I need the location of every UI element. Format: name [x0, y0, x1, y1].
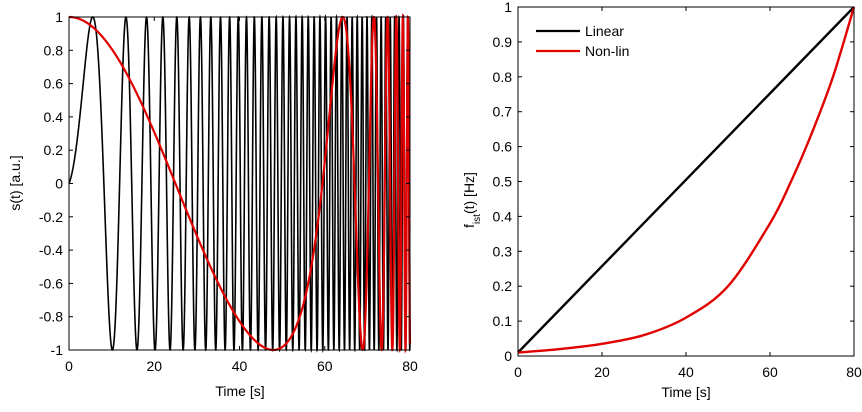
frequency-x-tick-label: 40 — [678, 364, 694, 380]
frequency-y-tick-label: 0.5 — [493, 174, 513, 190]
signal-y-tick-label: 0 — [55, 176, 63, 192]
signal-y-axis-label: s(t) [a.u.] — [7, 155, 23, 210]
signal-x-tick-label: 40 — [232, 358, 248, 374]
series-nonlinear-chirp — [69, 12, 412, 354]
signal-series-group — [68, 12, 412, 354]
frequency-y-tick-label: 0.9 — [493, 34, 513, 50]
signal-x-tick-label: 80 — [402, 358, 418, 374]
signal-y-tick-label: -0.6 — [39, 275, 63, 291]
signal-y-tick-label: -0.8 — [39, 309, 63, 325]
frequency-y-tick-label: 0.2 — [493, 278, 513, 294]
signal-y-tick-label: -0.4 — [39, 242, 63, 258]
frequency-y-tick-label: 0.8 — [493, 69, 513, 85]
frequency-y-tick-label: 0.3 — [493, 243, 513, 259]
signal-y-tick-label: 0.2 — [44, 142, 64, 158]
frequency-y-tick-label: 1 — [504, 0, 512, 15]
signal-y-tick-label: 0.4 — [44, 109, 64, 125]
legend-label-nonlin: Non-lin — [585, 43, 629, 59]
frequency-y-axis-label: fist(t) [Hz] — [461, 172, 483, 228]
signal-x-tick-label: 60 — [317, 358, 333, 374]
frequency-x-tick-label: 20 — [594, 364, 610, 380]
signal-y-tick-label: 0.8 — [44, 42, 64, 58]
frequency-x-tick-label: 60 — [762, 364, 778, 380]
frequency-x-tick-label: 80 — [846, 364, 862, 380]
signal-x-tick-label: 0 — [65, 358, 73, 374]
series-linear-frequency — [517, 6, 855, 354]
signal-y-tick-label: -1 — [51, 342, 64, 358]
signal-x-axis-label: Time [s] — [215, 383, 264, 399]
legend: Linear Non-lin — [536, 23, 629, 59]
frequency-y-tick-label: 0.6 — [493, 139, 513, 155]
frequency-chart: 0 20 40 60 80 0 0.1 0.2 0.3 0.4 0.5 0.6 0.7 0.8 0.9 1 T… — [461, 0, 862, 400]
frequency-y-tick-label: 0 — [504, 348, 512, 364]
signal-x-tick-label: 20 — [146, 358, 162, 374]
signal-y-tick-label: -0.2 — [39, 209, 63, 225]
signal-y-tick-label: 0.6 — [44, 76, 64, 92]
signal-chart: 0 20 40 60 80 -1 -0.8 -0.6 -0.4 -0.2 0 0.2 0.4 0.6 0.8… — [7, 9, 418, 399]
signal-y-tick-label: 1 — [55, 9, 63, 25]
frequency-y-tick-label: 0.4 — [493, 208, 513, 224]
frequency-x-tick-label: 0 — [514, 364, 522, 380]
series-nonlinear-frequency — [517, 6, 856, 354]
frequency-y-tick-label: 0.7 — [493, 104, 513, 120]
frequency-ticks-group: 0 20 40 60 80 0 0.1 0.2 0.3 0.4 0.5 0.6 0.7 0.8 0.9 1 — [493, 0, 862, 380]
frequency-series-group — [517, 6, 856, 354]
legend-label-linear: Linear — [585, 23, 624, 39]
signal-ticks-group: 0 20 40 60 80 -1 -0.8 -0.6 -0.4 -0.2 0 0.2 0.4 0.6 0.8… — [39, 9, 418, 374]
frequency-y-tick-label: 0.1 — [493, 313, 513, 329]
frequency-x-axis-label: Time [s] — [661, 384, 710, 400]
